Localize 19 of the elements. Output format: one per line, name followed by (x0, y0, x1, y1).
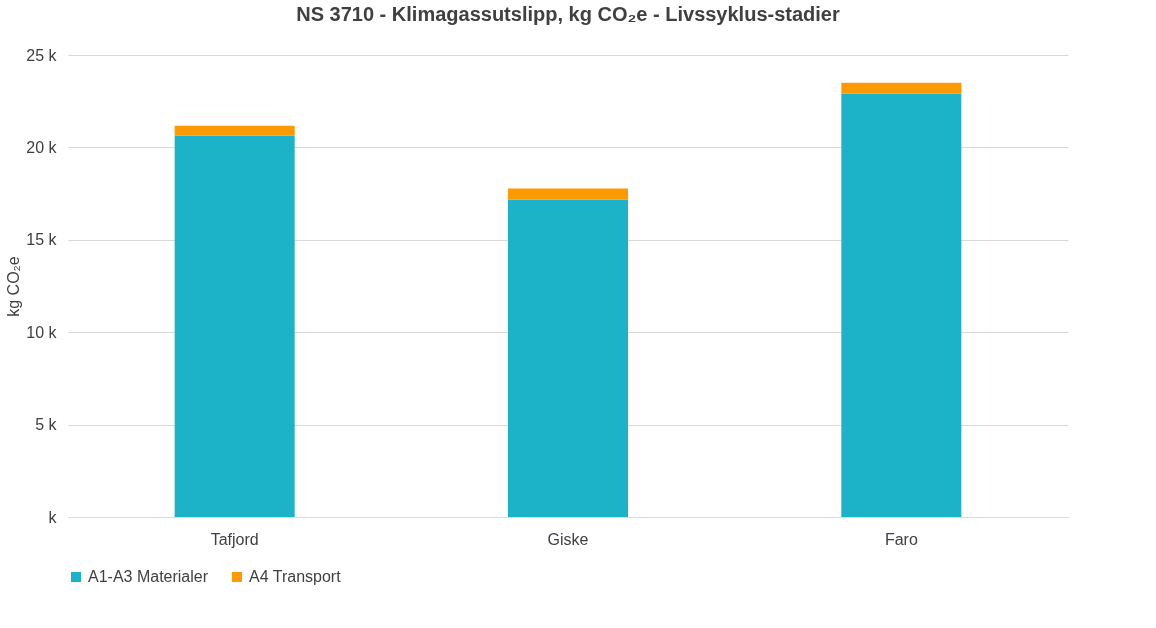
legend-label: A1-A3 Materialer (88, 568, 209, 585)
y-tick-label: k (48, 508, 58, 526)
y-tick-label: 10 k (26, 323, 58, 341)
x-tick-label: Tafjord (210, 530, 259, 548)
bar (841, 82, 962, 94)
bar (841, 93, 962, 517)
y-tick-label: 5 k (35, 416, 58, 434)
bar (174, 125, 295, 136)
y-tick-label: 25 k (26, 46, 58, 64)
bar (508, 199, 628, 517)
y-tick-label: 20 k (26, 138, 58, 156)
bar (174, 135, 295, 517)
chart-title: NS 3710 - Klimagassutslipp, kg CO₂e - Livssyklus-stadier (296, 3, 840, 25)
x-tick-label: Giske (547, 530, 589, 548)
y-axis-title: kg CO₂e (5, 256, 23, 317)
legend-label: A4 Transport (249, 568, 342, 585)
y-tick-label: 15 k (26, 231, 58, 249)
x-tick-label: Faro (884, 530, 918, 548)
bar (508, 188, 628, 200)
